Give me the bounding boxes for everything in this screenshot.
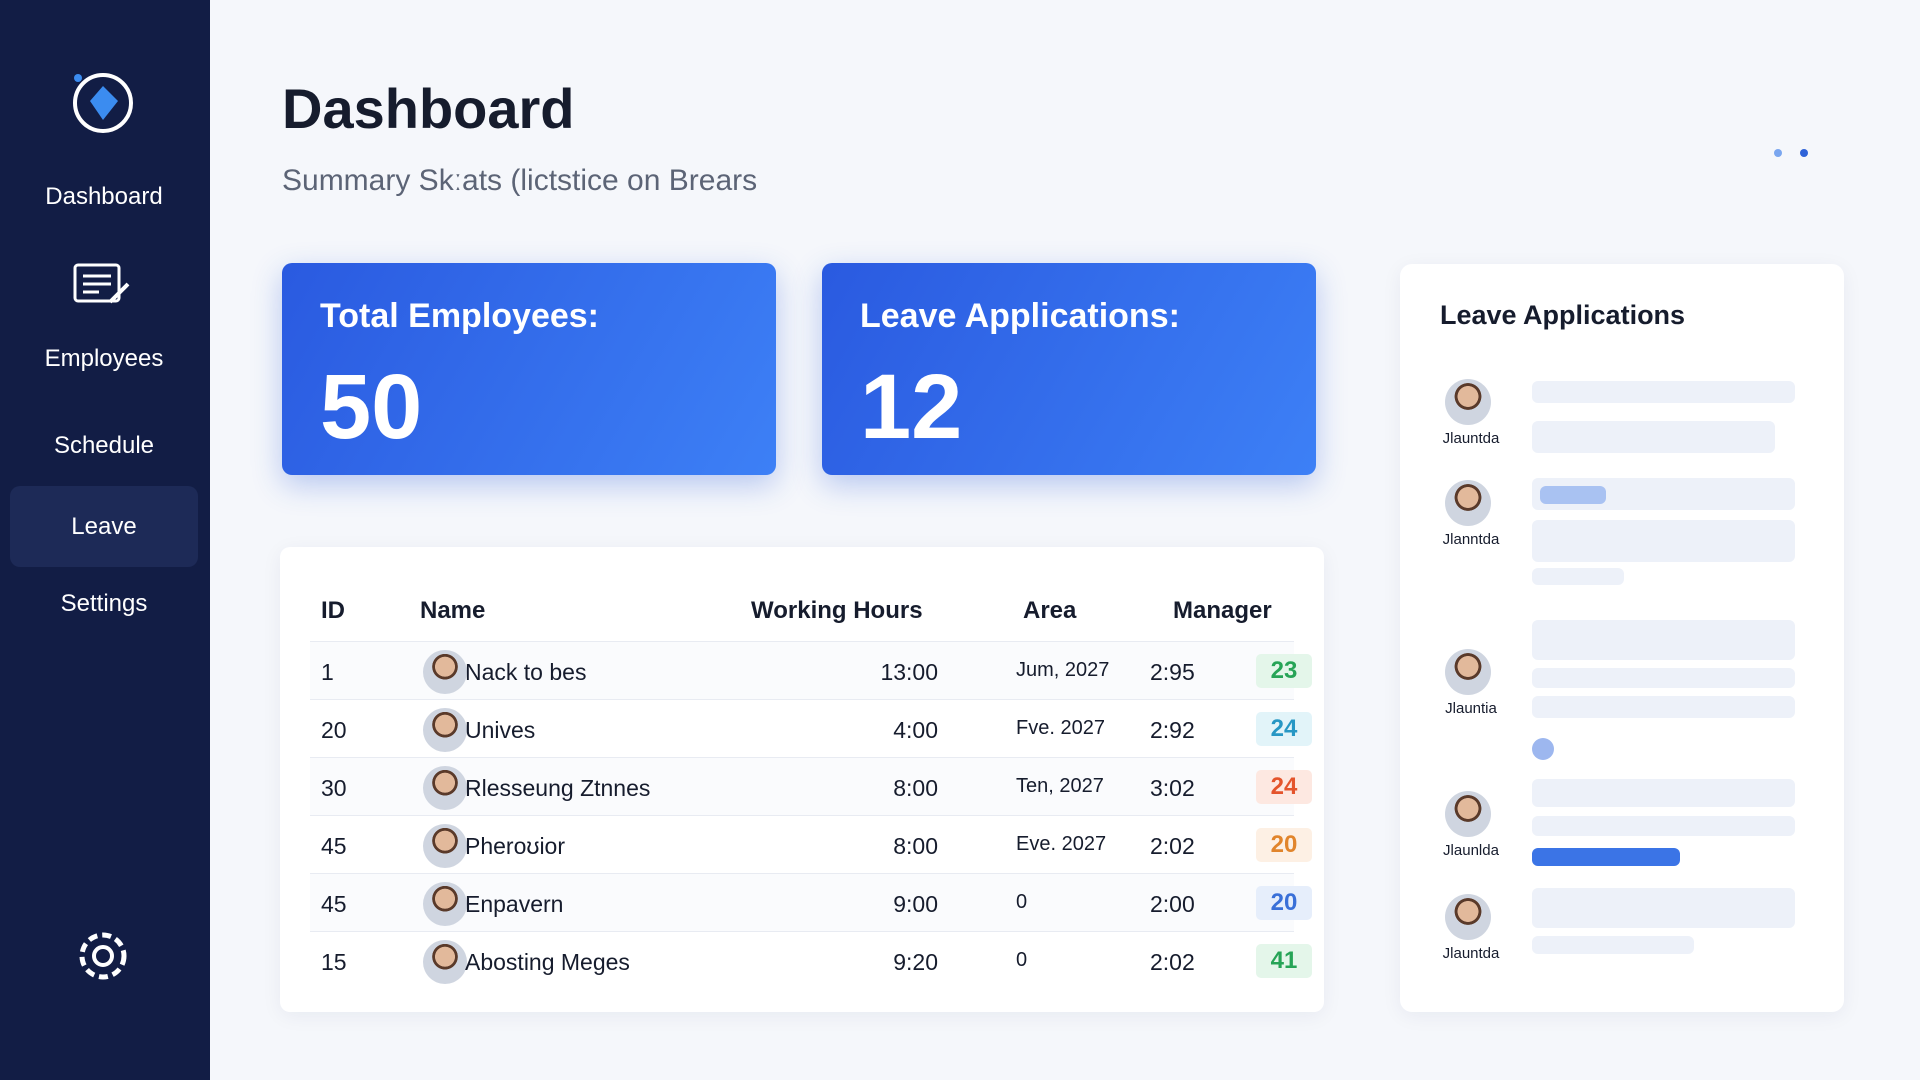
stat-value: 12 (860, 356, 963, 458)
applicant-name: Jlanntda (1442, 531, 1500, 548)
cell-time: 2:02 (1150, 833, 1195, 859)
stat-card: Leave Applications: 12 (822, 263, 1316, 475)
cell-time: 2:95 (1150, 659, 1195, 685)
avatar (423, 766, 467, 810)
cell-hours: 9:00 (893, 891, 938, 917)
avatar (423, 882, 467, 926)
avatar (1445, 379, 1491, 425)
avatar (423, 708, 467, 752)
cell-name: Rlesseung Ztnnes (465, 775, 651, 801)
avatar (423, 824, 467, 868)
column-header: Name (420, 597, 486, 624)
cell-id: 20 (321, 717, 347, 743)
avatar (1445, 480, 1491, 526)
stat-label: Total Employees: (320, 297, 599, 335)
avatar (1445, 791, 1491, 837)
stat-label: Leave Applications: (860, 297, 1180, 335)
panel-title: Leave Applications (1440, 300, 1686, 330)
cell-hours: 9:20 (893, 949, 938, 975)
cell-time: 2:92 (1150, 717, 1195, 743)
badge: 23 (1256, 654, 1312, 688)
column-header: ID (321, 597, 345, 624)
cell-area: 0 (1016, 949, 1028, 971)
applicant-name: Jlauntda (1442, 945, 1500, 962)
nav-item[interactable]: Settings (60, 590, 148, 617)
employees-icon (73, 263, 130, 304)
badge: 41 (1256, 944, 1312, 978)
table-row: 45 Pheroʊior 8:00 Eve. 2027 2:02 20 (310, 815, 1312, 873)
cell-area: Ten, 2027 (1016, 775, 1104, 797)
cell-id: 15 (321, 949, 347, 975)
cell-time: 3:02 (1150, 775, 1195, 801)
cell-id: 45 (321, 833, 347, 859)
table-row: 20 Unives 4:00 Fve. 2027 2:92 24 (310, 699, 1312, 757)
cell-name: Unives (465, 717, 536, 743)
avatar (1445, 894, 1491, 940)
badge: 20 (1256, 886, 1312, 920)
badge: 20 (1256, 828, 1312, 862)
cell-time: 2:02 (1150, 949, 1195, 975)
cell-name: Abosting Meges (465, 949, 630, 975)
cell-hours: 8:00 (893, 775, 938, 801)
applicant-name: Jlaunlda (1443, 842, 1499, 859)
applicant-name: Jlauntda (1442, 430, 1500, 447)
page-subtitle: Summary Skːats (lictstice on Brears (282, 164, 758, 197)
badge: 24 (1256, 712, 1312, 746)
cell-name: Nack to bes (465, 659, 587, 685)
cell-area: Fve. 2027 (1016, 717, 1105, 739)
column-header: Area (1023, 597, 1077, 624)
page-title: Dashboard (282, 77, 575, 140)
avatar (423, 650, 467, 694)
avatar (1445, 649, 1491, 695)
stat-card: Total Employees: 50 (282, 263, 776, 475)
cell-area: Jum, 2027 (1016, 659, 1110, 681)
nav-item[interactable]: Dashboard (45, 183, 163, 210)
nav-item[interactable]: Employees (44, 345, 164, 372)
column-header: Working Hours (751, 597, 923, 624)
cell-hours: 4:00 (893, 717, 938, 743)
cell-hours: 8:00 (893, 833, 938, 859)
nav-item[interactable]: Leave (10, 486, 198, 567)
cell-area: 0 (1016, 891, 1028, 913)
cell-area: Eve. 2027 (1016, 833, 1107, 855)
logo (73, 73, 133, 133)
settings-gear[interactable] (72, 925, 134, 987)
cell-name: Pheroʊior (465, 833, 566, 859)
column-header: Manager (1173, 597, 1272, 624)
table-row: 30 Rlesseung Ztnnes 8:00 Ten, 2027 3:02 24 (310, 757, 1312, 815)
employee-table: 1 Nack to bes 13:00 Jum, 2027 2:95 23 20 Unives… (280, 547, 1324, 1012)
cell-id: 30 (321, 775, 347, 801)
cell-time: 2:00 (1150, 891, 1195, 917)
stat-value: 50 (320, 356, 423, 458)
avatar (423, 940, 467, 984)
cell-id: 45 (321, 891, 347, 917)
leave-panel: Leave Applications Jlauntda Jlanntda Jlaun… (1400, 264, 1844, 1012)
nav-item[interactable]: Schedule (53, 432, 155, 459)
table-row: 45 Enpavern 9:00 0 2:00 20 (310, 873, 1312, 931)
more-dots[interactable] (1770, 146, 1814, 160)
cell-id: 1 (321, 659, 334, 685)
sidebar: Dashboard Employees Schedule Leave Settings (0, 0, 210, 1080)
badge: 24 (1256, 770, 1312, 804)
table-row: 1 Nack to bes 13:00 Jum, 2027 2:95 23 (310, 641, 1312, 699)
cell-hours: 13:00 (880, 659, 938, 685)
table-row: 15 Abosting Meges 9:20 0 2:02 41 (310, 931, 1312, 989)
applicant-name: Jlauntia (1445, 700, 1497, 717)
cell-name: Enpavern (465, 891, 564, 917)
